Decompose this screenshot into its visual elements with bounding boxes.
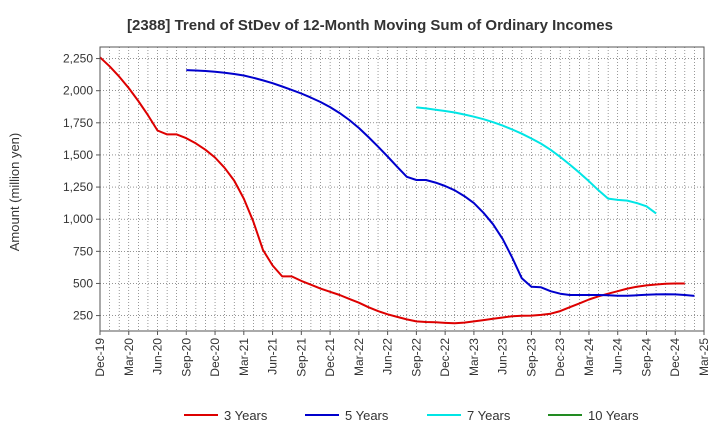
x-tick-label: Sep-23: [524, 338, 538, 377]
series-line-2: [186, 69, 695, 297]
series-line-3: [416, 106, 657, 215]
x-tick-label: Dec-21: [323, 338, 337, 377]
x-tick-label: Mar-23: [467, 338, 481, 376]
x-tick-label: Dec-22: [438, 338, 452, 377]
x-tick-label: Mar-22: [352, 338, 366, 376]
y-tick-label: 250: [73, 309, 93, 323]
y-tick-label: 2,000: [63, 84, 93, 98]
x-tick-label: Mar-20: [122, 338, 136, 376]
x-tick-label: Jun-20: [151, 338, 165, 375]
chart-title: [2388] Trend of StDev of 12-Month Moving…: [127, 17, 613, 34]
x-tick-label: Mar-21: [237, 338, 251, 376]
x-tick-label: Dec-20: [208, 338, 222, 377]
x-tick-label: Mar-25: [697, 338, 711, 376]
x-tick-label: Jun-24: [611, 338, 625, 375]
y-tick-label: 1,750: [63, 116, 93, 130]
x-tick-label: Sep-21: [294, 338, 308, 377]
x-tick-label: Jun-22: [381, 338, 395, 375]
x-tick-label: Mar-24: [582, 338, 596, 376]
legend-label-1: 3 Years: [224, 408, 268, 423]
x-tick-label: Dec-24: [668, 338, 682, 377]
y-tick-label: 1,000: [63, 212, 93, 226]
grid: [99, 47, 705, 331]
x-tick-label: Dec-19: [93, 338, 107, 377]
legend-label-2: 5 Years: [345, 408, 389, 423]
x-tick-label: Sep-24: [639, 338, 653, 377]
y-tick-label: 1,500: [63, 148, 93, 162]
y-tick-label: 1,250: [63, 180, 93, 194]
series-group: [99, 56, 695, 325]
y-axis: 250 500 750 1,000 1,250 1,500 1,750 2,000 2,250: [63, 52, 100, 323]
x-tick-label: Jun-23: [496, 338, 510, 375]
legend-label-4: 10 Years: [588, 408, 639, 423]
series-line-1: [99, 56, 685, 325]
y-tick-label: 750: [73, 244, 93, 258]
legend: 3 Years 5 Years 7 Years 10 Years: [184, 408, 639, 423]
y-tick-label: 500: [73, 276, 93, 290]
legend-label-3: 7 Years: [467, 408, 511, 423]
plot-frame: [99, 46, 705, 332]
y-axis-label: Amount (million yen): [7, 133, 22, 252]
y-tick-label: 2,250: [63, 52, 93, 66]
x-tick-label: Jun-21: [266, 338, 280, 375]
x-tick-label: Sep-20: [179, 338, 193, 377]
x-axis: Dec-19 Mar-20 Jun-20 Sep-20 Dec-20 Mar-21 Jun-…: [93, 331, 711, 377]
x-tick-label: Sep-22: [409, 338, 423, 377]
x-tick-label: Dec-23: [553, 338, 567, 377]
